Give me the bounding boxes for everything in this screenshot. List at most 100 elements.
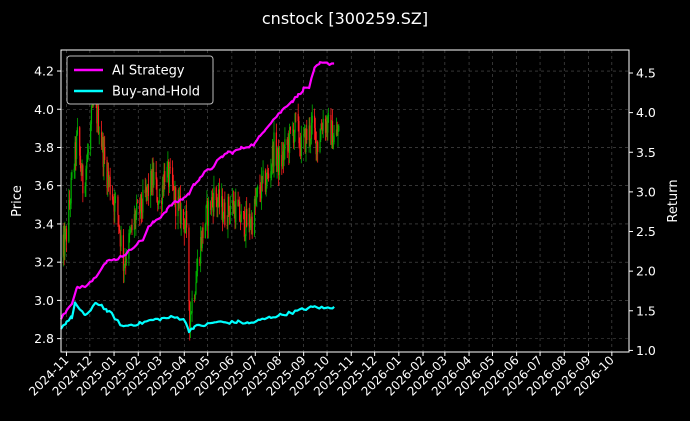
candle-body — [62, 234, 64, 258]
candle-body — [218, 189, 220, 207]
candle-body — [255, 198, 257, 204]
candle-body — [244, 235, 246, 237]
candle-body — [150, 170, 152, 197]
candle-body — [111, 194, 114, 200]
candle-body — [212, 200, 214, 212]
candle-body — [189, 301, 191, 330]
left-axis-label: Price — [10, 185, 25, 217]
candle-body — [156, 179, 158, 202]
candle-body — [86, 152, 89, 162]
candle-body — [194, 293, 196, 300]
candle-body — [129, 230, 132, 233]
candle-body — [338, 126, 340, 132]
candle-body — [299, 143, 301, 146]
candle-body — [141, 211, 143, 213]
candle-body — [167, 161, 169, 167]
candle-body — [316, 141, 318, 155]
candle-body — [147, 184, 149, 197]
candle-body — [63, 234, 65, 256]
candle-body — [207, 201, 209, 226]
candle-body — [245, 208, 247, 236]
candle-body — [202, 227, 204, 239]
candle-body — [210, 201, 212, 210]
candle-body — [286, 139, 288, 145]
candle-body — [313, 115, 316, 128]
candle-body — [278, 154, 281, 176]
candle-body — [178, 195, 181, 200]
candle-body — [332, 142, 334, 149]
candle-body — [102, 137, 104, 167]
candle-body — [317, 141, 319, 152]
candle-body — [146, 187, 148, 193]
candle-body — [158, 200, 160, 202]
chart-title: cnstock [300259.SZ] — [262, 9, 428, 28]
right-tick-label: 3.5 — [636, 145, 656, 160]
candle-body — [106, 159, 108, 188]
candle-body — [242, 211, 245, 212]
candle-body — [283, 149, 285, 161]
candle-body — [328, 115, 330, 116]
candle-body — [109, 176, 111, 195]
candle-body — [331, 121, 334, 149]
candle-body — [195, 282, 197, 294]
candle-body — [153, 172, 155, 186]
candle-body — [297, 113, 299, 122]
candle-body — [221, 196, 223, 207]
candle-body — [157, 201, 159, 205]
candle-body — [191, 298, 193, 314]
candle-body — [196, 258, 199, 271]
candle-body — [278, 148, 280, 176]
right-tick-label: 1.0 — [636, 343, 656, 358]
candle-body — [277, 148, 279, 159]
candle-body — [129, 232, 131, 234]
candle-body — [287, 139, 289, 145]
left-tick-label: 3.6 — [34, 178, 54, 193]
candle-body — [270, 171, 272, 179]
legend: AI Strategy Buy-and-Hold — [66, 55, 214, 105]
candle-body — [264, 170, 267, 192]
candle-body — [256, 189, 258, 199]
candle-body — [134, 214, 136, 224]
legend-label-ai-strategy: AI Strategy — [112, 64, 185, 79]
candle-body — [80, 168, 82, 176]
right-tick-label: 4.0 — [636, 105, 656, 120]
candle-body — [250, 216, 252, 227]
candle-body — [322, 118, 324, 131]
candle-body — [200, 237, 203, 249]
candle-body — [117, 196, 119, 216]
candle-body — [211, 197, 213, 201]
candle-body — [189, 313, 192, 330]
candle-body — [69, 203, 71, 205]
candle-body — [145, 187, 147, 194]
candle-body — [171, 167, 174, 185]
candle-body — [253, 198, 256, 235]
candle-body — [71, 172, 73, 178]
candle-body — [201, 227, 203, 249]
candle-body — [122, 235, 125, 271]
candle-body — [130, 224, 132, 231]
candle-body — [218, 189, 220, 203]
candle-body — [150, 170, 153, 193]
plot-frame — [60, 49, 630, 353]
candle-body — [162, 185, 164, 193]
candle-body — [325, 121, 327, 133]
candle-body — [299, 145, 302, 156]
candle-body — [311, 115, 313, 123]
candle-body — [265, 184, 267, 192]
candle-body — [96, 101, 98, 124]
series-line-ai-strategy — [60, 61, 335, 320]
candle-body — [87, 149, 89, 153]
candle-body — [289, 127, 291, 153]
candle-body — [139, 194, 142, 214]
candle-body — [293, 132, 295, 143]
candle-body — [261, 176, 263, 180]
candle-body — [118, 215, 120, 226]
candle-body — [81, 165, 83, 176]
candle-body — [333, 135, 335, 143]
candle-body — [113, 200, 115, 212]
candle-body — [140, 194, 142, 212]
candle-body — [123, 265, 125, 271]
left-tick-label: 4.0 — [34, 102, 54, 117]
candle-body — [103, 147, 105, 167]
candle-body — [190, 313, 192, 314]
